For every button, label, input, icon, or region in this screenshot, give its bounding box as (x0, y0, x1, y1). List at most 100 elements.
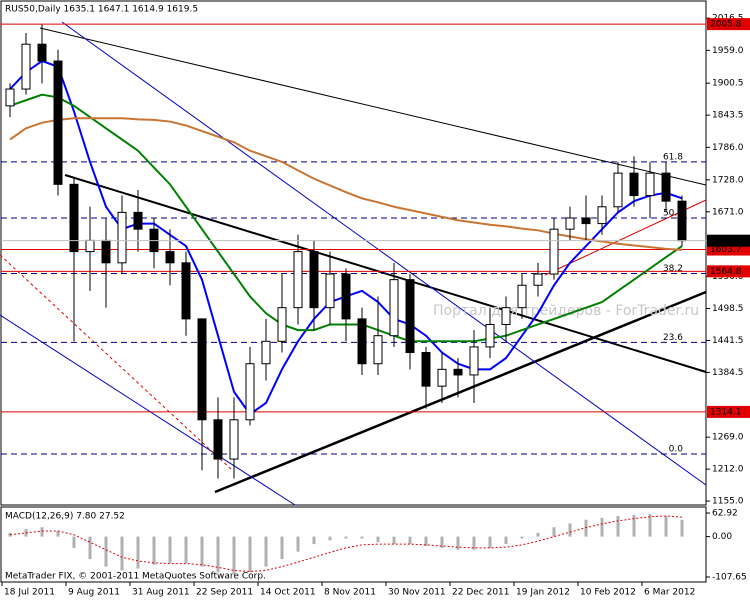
x-tick-label: 31 Aug 2011 (132, 588, 190, 598)
fib-label: 38.2 (663, 264, 683, 274)
macd-bar (680, 519, 684, 537)
candle-body (357, 318, 367, 365)
macd-bar (248, 536, 252, 573)
candle-body (405, 279, 415, 354)
macd-bar (424, 536, 428, 546)
macd-bar (616, 516, 620, 537)
candle-body (597, 206, 607, 225)
macd-bar (536, 532, 540, 537)
macd-bar (568, 523, 572, 537)
macd-bar (360, 536, 364, 539)
candle-body (229, 419, 239, 460)
x-tick-label: 30 Nov 2011 (388, 588, 446, 598)
bid-label: 1619.5 (710, 236, 742, 246)
candle-body (341, 273, 351, 320)
candle-body (245, 363, 255, 421)
x-tick-label: 18 Jul 2011 (4, 588, 55, 598)
x-tick-label: 19 Jan 2012 (516, 588, 570, 598)
macd-bar (264, 536, 268, 567)
y-tick-label: 1441.5 (712, 336, 744, 346)
macd-bar (104, 536, 108, 567)
chart-title: RUS50,Daily 1635.1 1647.1 1614.9 1619.5 (5, 5, 198, 15)
candle-body (517, 284, 527, 309)
macd-bar (296, 536, 300, 552)
candle-body (613, 172, 623, 208)
candle-body (213, 419, 223, 460)
channel-line (61, 21, 707, 486)
fib-label: 0.0 (669, 444, 684, 454)
macd-bar (232, 536, 236, 575)
macd-signal (9, 515, 683, 573)
macd-bar (456, 536, 460, 550)
candle-body (421, 352, 431, 387)
candle-body (5, 88, 15, 107)
level-box (707, 265, 750, 278)
macd-bar (376, 536, 380, 543)
macd-bar (472, 536, 476, 550)
candle-body (389, 279, 399, 337)
macd-bar (72, 536, 76, 548)
y-tick-label: 1269.0 (712, 433, 744, 443)
candle-body (37, 43, 47, 62)
macd-bar (328, 536, 332, 541)
price-panel (0, 0, 707, 506)
x-tick-label: 10 Feb 2012 (580, 588, 636, 598)
macd-bar (152, 536, 156, 565)
candle-body (277, 307, 287, 342)
y-tick-label: 1786.0 (712, 143, 744, 153)
trendline (39, 27, 707, 186)
fib-label: 50.0 (663, 208, 683, 218)
candle-body (309, 251, 319, 309)
macd-bar (408, 536, 412, 545)
level-box (707, 405, 750, 418)
macd-bar (88, 536, 92, 560)
macd-bar (488, 536, 492, 548)
macd-bar (440, 536, 444, 548)
macd-tick-label: 62.92 (712, 509, 738, 519)
y-tick-label: 1498.5 (712, 304, 744, 314)
candle-body (581, 217, 591, 225)
macd-bar (216, 536, 220, 573)
x-tick-label: 22 Dec 2011 (452, 588, 510, 598)
y-tick-label: 1155.0 (712, 497, 744, 507)
macd-bar (56, 531, 60, 537)
candle-body (453, 368, 463, 376)
candle-body (469, 346, 479, 376)
y-tick-label: 1728.0 (712, 175, 744, 185)
macd-tick-label: 0.00 (712, 532, 732, 542)
candle-body (261, 340, 271, 365)
x-tick-label: 8 Nov 2011 (324, 588, 376, 598)
level-label: 1314.1 (710, 407, 742, 417)
candle-body (165, 251, 175, 264)
macd-bar (632, 514, 636, 537)
y-tick-label: 1384.5 (712, 368, 744, 378)
candle-body (133, 211, 143, 230)
fib-label: 23.6 (663, 333, 683, 343)
macd-bar (664, 516, 668, 537)
candle-body (645, 172, 655, 197)
macd-bar (168, 536, 172, 563)
fib-label: 61.8 (663, 152, 683, 162)
macd-bar (344, 536, 348, 539)
price-frame (0, 0, 707, 506)
candle-body (629, 172, 639, 197)
bid-box (707, 234, 750, 247)
candle-body (533, 273, 543, 286)
macd-bar (504, 536, 508, 545)
candle-body (565, 217, 575, 230)
macd-bar (280, 536, 284, 560)
candle-body (101, 239, 111, 264)
macd-bar (312, 536, 316, 545)
macd-bar (136, 536, 140, 569)
indicator-title: MACD(12,26,9) 7.80 27.52 (5, 512, 125, 522)
macd-bar (552, 527, 556, 537)
macd-bar (520, 536, 524, 539)
macd-tick-label: -107.65 (712, 572, 747, 582)
candle-body (293, 251, 303, 309)
level-box (707, 18, 750, 31)
macd-frame (0, 506, 707, 583)
candle-body (21, 43, 31, 90)
watermark: Портал для трейдеров - ForTrader.ru (433, 303, 699, 319)
candle-body (197, 318, 207, 421)
